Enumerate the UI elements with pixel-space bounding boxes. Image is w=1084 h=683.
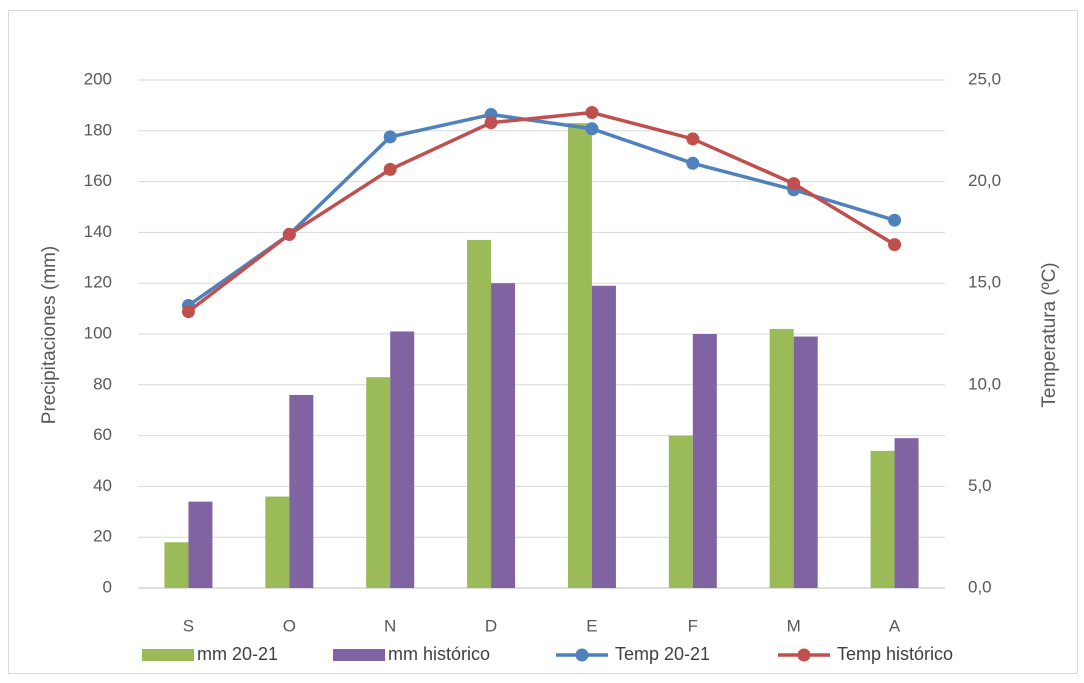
bar-mm-20-21 [467, 240, 492, 588]
y2-axis-title: Temperatura (ºC) [1039, 262, 1060, 407]
point-temp-20-21 [383, 130, 397, 144]
x-tick-label: O [283, 616, 296, 635]
point-temp-historico [383, 162, 397, 176]
y-tick-label: 200 [84, 69, 112, 88]
lines [181, 106, 902, 319]
y2-tick-label: 20,0 [968, 171, 1001, 190]
y-tick-label: 40 [93, 476, 112, 495]
bar-mm-historico [491, 283, 516, 588]
bar-mm-20-21 [567, 123, 592, 589]
y-tick-label: 60 [93, 425, 112, 444]
y-tick-label: 100 [84, 323, 112, 342]
y-tick-label: 0 [103, 577, 112, 596]
x-tick-label: E [586, 616, 597, 635]
legend-swatch [142, 649, 194, 661]
y-tick-label: 120 [84, 273, 112, 292]
bar-mm-historico [390, 331, 415, 588]
bar-mm-20-21 [164, 542, 189, 588]
bar-mm-20-21 [366, 377, 391, 588]
x-tick-label: M [787, 616, 801, 635]
bar-mm-20-21 [265, 496, 290, 588]
bar-mm-historico [894, 438, 919, 588]
y2-tick-label: 15,0 [968, 273, 1001, 292]
x-tick-label: A [889, 616, 901, 635]
legend: mm 20-21 mm histórico Temp 20-21 Temp histó… [142, 644, 953, 664]
bar-mm-historico [188, 501, 213, 588]
bar-mm-historico [591, 285, 616, 588]
bar-mm-20-21 [769, 328, 794, 588]
x-tick-label: N [384, 616, 396, 635]
point-temp-historico [585, 106, 599, 120]
y2-tick-label: 0,0 [968, 577, 992, 596]
bar-mm-historico [793, 336, 818, 588]
point-temp-20-21 [888, 213, 902, 227]
legend-label: Temp 20-21 [615, 644, 710, 664]
y-axis-ticks: 0 20 40 60 80 100 120 140 160 180 200 [84, 69, 112, 596]
bar-mm-historico [692, 334, 717, 588]
gridlines [138, 79, 945, 589]
legend-marker [797, 648, 811, 662]
point-temp-historico [888, 238, 902, 252]
y-tick-label: 80 [93, 374, 112, 393]
y2-tick-label: 5,0 [968, 476, 992, 495]
point-temp-historico [282, 227, 296, 241]
legend-marker [575, 648, 589, 662]
legend-swatch [333, 649, 385, 661]
point-temp-20-21 [585, 122, 599, 136]
y-tick-label: 180 [84, 120, 112, 139]
bars [164, 123, 919, 589]
bar-mm-historico [289, 394, 314, 588]
y2-tick-label: 25,0 [968, 69, 1001, 88]
point-temp-historico [686, 132, 700, 146]
legend-label: mm 20-21 [197, 644, 278, 664]
point-temp-historico [787, 177, 801, 191]
point-temp-historico [181, 305, 195, 319]
bar-mm-20-21 [870, 450, 895, 588]
line-temp-20-21 [187, 112, 896, 307]
x-tick-label: F [688, 616, 698, 635]
legend-label: mm histórico [388, 644, 490, 664]
point-temp-20-21 [686, 156, 700, 170]
y-tick-label: 140 [84, 222, 112, 241]
y-axis-title: Precipitaciones (mm) [39, 246, 60, 424]
y-tick-label: 20 [93, 527, 112, 546]
bar-mm-20-21 [668, 435, 693, 588]
y2-axis-ticks: 0,0 5,0 10,0 15,0 20,0 25,0 [968, 69, 1001, 596]
y-tick-label: 160 [84, 171, 112, 190]
y2-tick-label: 10,0 [968, 374, 1001, 393]
legend-label: Temp histórico [837, 644, 953, 664]
x-tick-label: D [485, 616, 497, 635]
line-temp-historico [187, 110, 896, 314]
x-tick-label: S [183, 616, 194, 635]
point-temp-historico [484, 116, 498, 130]
